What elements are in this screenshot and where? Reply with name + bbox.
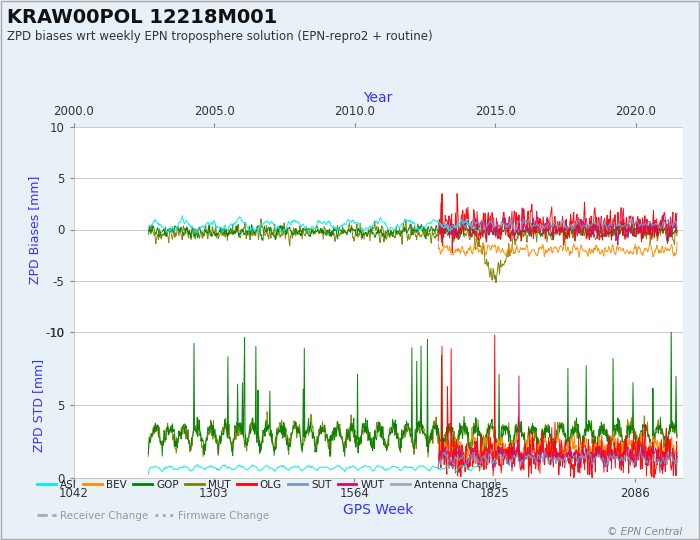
Text: © EPN Central: © EPN Central [608, 527, 682, 537]
Y-axis label: ZPD Biases [mm]: ZPD Biases [mm] [28, 176, 41, 284]
Text: KRAW00POL 12218M001: KRAW00POL 12218M001 [7, 8, 277, 27]
Y-axis label: ZPD STD [mm]: ZPD STD [mm] [32, 359, 46, 451]
Text: ZPD biases wrt weekly EPN troposphere solution (EPN-repro2 + routine): ZPD biases wrt weekly EPN troposphere so… [7, 30, 433, 43]
X-axis label: Year: Year [363, 91, 393, 105]
X-axis label: GPS Week: GPS Week [343, 503, 413, 517]
Legend: Receiver Change, Firmware Change: Receiver Change, Firmware Change [33, 507, 273, 525]
Legend: ASI, BEV, GOP, MUT, OLG, SUT, WUT, Antenna Change: ASI, BEV, GOP, MUT, OLG, SUT, WUT, Anten… [33, 476, 505, 494]
